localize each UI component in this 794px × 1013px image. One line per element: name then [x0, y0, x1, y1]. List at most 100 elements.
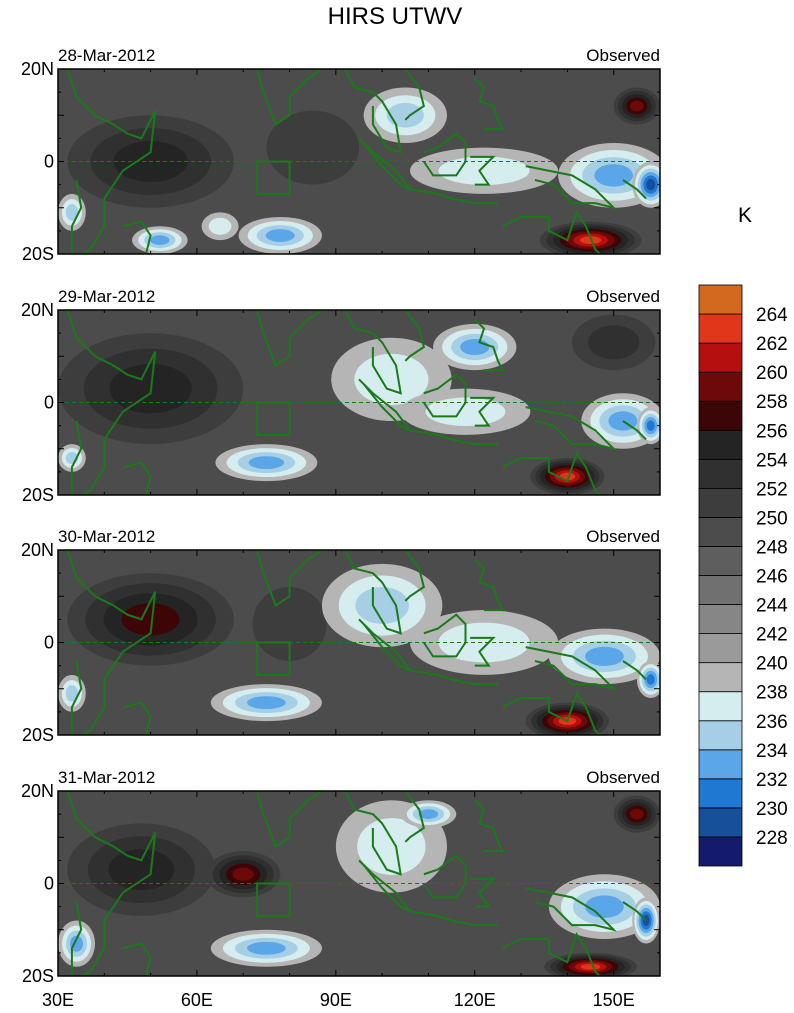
- coastline: [70, 420, 83, 495]
- map-panels: 20N 0 20S 28-Mar-2012 Observed 20N 0 20S 29-Mar-…: [21, 46, 661, 986]
- coastline: [525, 165, 617, 210]
- colorbar-swatch: [698, 284, 743, 315]
- reference-box: [256, 641, 291, 676]
- coastlines: [66, 69, 647, 254]
- colorbar-swatch: [698, 720, 743, 751]
- coastline: [409, 429, 498, 446]
- colorbar-tick-label: 228: [756, 828, 788, 849]
- coastline: [525, 887, 617, 932]
- colorbar-tick-label: 238: [756, 683, 788, 704]
- panel-date: 28-Mar-2012: [58, 46, 155, 65]
- coastline: [409, 910, 498, 927]
- colorbar-tick-label: 234: [756, 741, 788, 762]
- colorbar-swatch: [698, 575, 743, 605]
- figure-title: HIRS UTWV: [328, 3, 463, 30]
- coastline: [474, 318, 505, 372]
- moist-contour-236: [208, 217, 232, 235]
- colorbar-tick-label: 236: [756, 712, 788, 733]
- colorbar-tick-label: 252: [756, 479, 788, 500]
- moist-contour-232: [585, 646, 624, 667]
- colorbar-swatch: [698, 691, 743, 722]
- moist-contour-232: [247, 696, 286, 710]
- y-tick-label: 20S: [22, 244, 54, 264]
- coastline: [122, 942, 152, 976]
- y-tick-label: 20N: [21, 781, 54, 801]
- coastline: [70, 901, 83, 976]
- moist-contour-236: [438, 622, 530, 663]
- moist-contour-234: [65, 204, 79, 221]
- dry-contour-256: [121, 603, 180, 636]
- x-tick-label: 120E: [454, 990, 496, 1010]
- coastline: [66, 550, 157, 735]
- hot-contour-258: [232, 867, 254, 881]
- y-tick-label: 0: [44, 874, 54, 894]
- moist-contour-232: [418, 809, 439, 819]
- moist-contour-232: [247, 941, 286, 955]
- coastlines: [66, 310, 647, 495]
- y-tick-label: 20N: [21, 300, 54, 320]
- coastline: [502, 932, 601, 976]
- coastline: [422, 854, 467, 899]
- y-tick-label: 20S: [22, 966, 54, 986]
- y-tick-label: 0: [44, 393, 54, 413]
- x-tick-label: 30E: [42, 990, 74, 1010]
- colorbar-tick-label: 244: [756, 596, 788, 617]
- panel-date: 31-Mar-2012: [58, 768, 155, 787]
- x-axis: 30E 60E 90E 120E 150E: [42, 990, 635, 1010]
- coastline: [344, 69, 402, 154]
- panel-label: Observed: [586, 46, 660, 65]
- y-tick-label: 0: [44, 152, 54, 172]
- coastline: [622, 660, 647, 681]
- coastline: [409, 188, 498, 205]
- data-field: [58, 791, 660, 976]
- colorbar-swatch: [698, 546, 743, 576]
- colorbar-swatch: [698, 662, 743, 693]
- coastlines: [66, 550, 647, 735]
- reference-box: [256, 401, 291, 436]
- colorbar-swatch: [698, 778, 743, 809]
- colorbar-swatch: [698, 633, 743, 664]
- colorbar-swatch: [698, 604, 743, 634]
- moist-contour-236: [438, 156, 530, 185]
- reference-box: [256, 882, 291, 917]
- x-tick-label: 90E: [320, 990, 352, 1010]
- moist-contour-232: [265, 229, 295, 242]
- coastline: [70, 660, 83, 735]
- coastline: [622, 901, 647, 922]
- colorbar-tick-label: 240: [756, 654, 788, 675]
- coastline: [256, 69, 323, 127]
- coastline: [422, 132, 467, 177]
- moist-contour-232: [585, 895, 624, 918]
- coastline: [256, 791, 323, 849]
- colorbar-tick-label: 242: [756, 625, 788, 646]
- moist-contour-230: [646, 420, 655, 431]
- reference-box: [256, 160, 291, 195]
- y-tick-label: 20N: [21, 540, 54, 560]
- colorbar-tick-label: 232: [756, 770, 788, 791]
- hot-contour-258: [630, 808, 644, 820]
- coastline: [525, 646, 617, 691]
- panel-label: Observed: [586, 527, 660, 546]
- coastline: [502, 451, 601, 495]
- coastline: [66, 791, 157, 976]
- colorbar-tick-label: 246: [756, 567, 788, 588]
- moist-contour-230: [646, 674, 655, 685]
- coastline: [256, 310, 323, 368]
- coastline: [70, 179, 83, 254]
- map-panel: 20N 0 20S 28-Mar-2012 Observed: [21, 46, 661, 264]
- coastline: [344, 310, 402, 395]
- data-field: [58, 550, 660, 735]
- y-tick-label: 20N: [21, 59, 54, 79]
- colorbar-tick-label: 256: [756, 421, 788, 442]
- map-panel: 20N 0 20S 31-Mar-2012 Observed: [21, 768, 661, 986]
- coastline: [256, 550, 323, 608]
- coastline: [470, 877, 496, 908]
- panel-date: 29-Mar-2012: [58, 287, 155, 306]
- dry-contour-254: [108, 849, 175, 891]
- data-field: [58, 69, 660, 254]
- hot-contour-262: [580, 963, 601, 970]
- coastline: [404, 69, 425, 121]
- colorbar-tick-label: 254: [756, 450, 788, 471]
- coastline: [470, 155, 496, 186]
- panel-label: Observed: [586, 287, 660, 306]
